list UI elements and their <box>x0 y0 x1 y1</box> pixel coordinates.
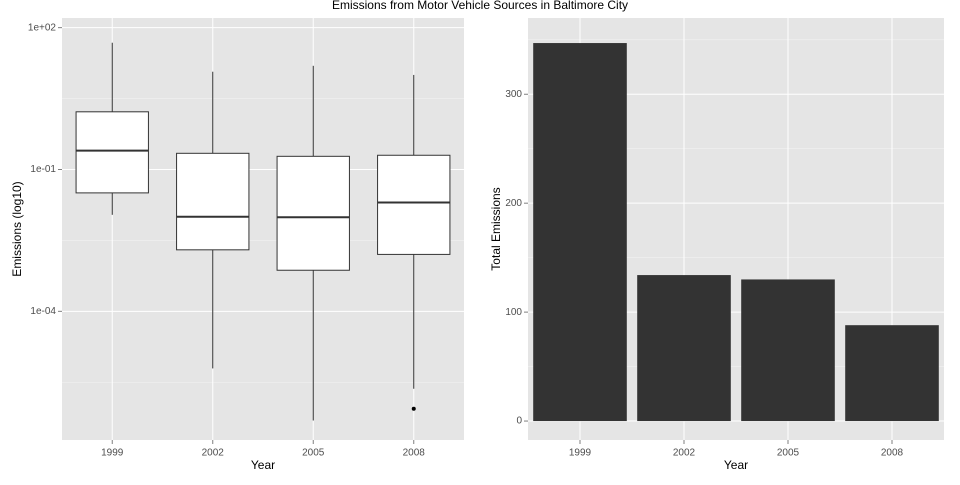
x-tick-label: 1999 <box>569 448 592 459</box>
y-tick-label: 1e+02 <box>28 22 57 33</box>
y-tick-label: 1e-04 <box>30 306 56 317</box>
x-tick-label: 2005 <box>302 448 325 459</box>
box <box>176 152 250 251</box>
y-tick-label: 300 <box>505 89 522 100</box>
bar <box>845 325 939 422</box>
bar <box>533 43 627 422</box>
x-tick-label: 2008 <box>403 448 426 459</box>
x-tick-label: 1999 <box>101 448 124 459</box>
box <box>276 155 350 271</box>
outlier <box>411 406 416 411</box>
y-tick-label: 0 <box>516 416 522 427</box>
x-axis-title: Year <box>724 458 748 472</box>
bar <box>741 279 835 422</box>
bar <box>637 275 731 422</box>
figure-title: Emissions from Motor Vehicle Sources in … <box>332 0 628 12</box>
y-tick-label: 100 <box>505 307 522 318</box>
y-axis-title: Emissions (log10) <box>10 181 24 276</box>
x-tick-label: 2002 <box>202 448 225 459</box>
x-axis-title: Year <box>251 458 275 472</box>
y-tick-label: 1e-01 <box>30 164 56 175</box>
y-tick-label: 200 <box>505 198 522 209</box>
x-tick-label: 2002 <box>673 448 696 459</box>
x-tick-label: 2008 <box>881 448 904 459</box>
box <box>377 154 451 255</box>
box <box>75 111 149 194</box>
x-tick-label: 2005 <box>777 448 800 459</box>
y-axis-title: Total Emissions <box>489 187 503 270</box>
